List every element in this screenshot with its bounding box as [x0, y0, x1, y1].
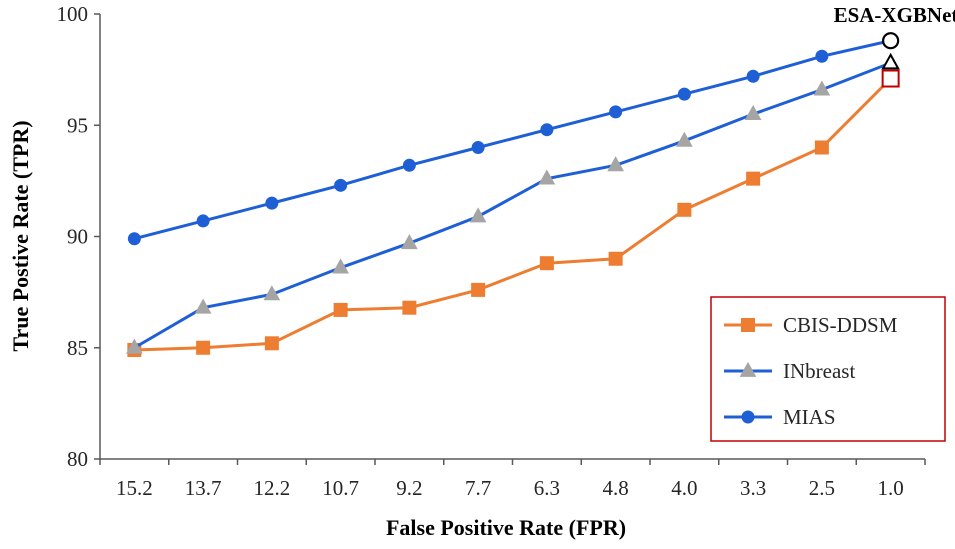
legend-marker-cbis-ddsm — [741, 318, 755, 332]
point-cbis-ddsm — [608, 251, 623, 266]
point-inbreast — [744, 104, 762, 121]
point-inbreast — [813, 80, 831, 96]
point-inbreast — [332, 258, 349, 274]
y-tick-label: 80 — [67, 447, 88, 471]
series-line-mias — [133, 39, 891, 241]
legend-marker-mias — [741, 410, 755, 424]
point-cbis-ddsm — [402, 300, 417, 315]
point-cbis-ddsm — [264, 336, 279, 351]
point-inbreast — [881, 52, 900, 70]
x-tick-label: 1.0 — [878, 476, 904, 500]
point-inbreast — [126, 338, 143, 354]
x-tick-label: 3.3 — [740, 476, 766, 500]
series-layer — [126, 32, 900, 357]
annotation-label: ESA-XGBNet — [834, 3, 955, 27]
point-mias — [196, 214, 210, 228]
point-mias — [746, 69, 760, 83]
x-tick-label: 12.2 — [254, 476, 291, 500]
legend-label-mias: MIAS — [783, 405, 836, 429]
point-cbis-ddsm — [677, 202, 692, 217]
series-mias — [127, 32, 900, 246]
point-mias — [815, 49, 829, 63]
point-inbreast — [401, 234, 418, 250]
point-mias — [334, 178, 348, 192]
x-tick-label: 10.7 — [322, 476, 359, 500]
point-inbreast — [607, 156, 624, 172]
legend-label-cbis-ddsm: CBIS-DDSM — [783, 313, 898, 337]
point-cbis-ddsm — [746, 171, 761, 186]
y-tick-label: 90 — [67, 225, 88, 249]
x-tick-label: 15.2 — [116, 476, 153, 500]
series-cbis-ddsm — [127, 69, 900, 357]
annotation-layer: ESA-XGBNet — [834, 3, 955, 27]
point-mias — [882, 32, 900, 50]
x-tick-label: 7.7 — [465, 476, 491, 500]
x-tick-label: 2.5 — [809, 476, 835, 500]
series-line-inbreast — [133, 61, 892, 350]
point-mias — [471, 141, 485, 154]
point-inbreast — [676, 131, 693, 147]
legend-marker-inbreast — [739, 361, 757, 377]
point-mias — [402, 158, 416, 172]
point-cbis-ddsm — [471, 282, 486, 297]
point-cbis-ddsm — [333, 302, 348, 317]
point-mias — [540, 123, 554, 137]
legend: CBIS-DDSM INbreast MIAS — [710, 296, 946, 442]
point-mias — [609, 105, 623, 119]
point-cbis-ddsm — [881, 69, 900, 88]
point-inbreast — [263, 285, 281, 301]
legend-label-inbreast: INbreast — [783, 359, 855, 383]
x-axis-title: False Positive Rate (FPR) — [386, 515, 626, 540]
series-inbreast — [126, 52, 900, 354]
point-mias — [127, 232, 141, 246]
x-tick-label: 6.3 — [534, 476, 560, 500]
point-cbis-ddsm — [814, 140, 829, 155]
x-tick-label: 9.2 — [396, 476, 422, 500]
y-tick-label: 100 — [57, 2, 89, 26]
x-tick-label: 4.8 — [603, 476, 629, 500]
point-inbreast — [194, 298, 212, 314]
x-tick-label: 4.0 — [671, 476, 697, 500]
axes: 80 85 90 95 100 15.2 13.7 12.2 10.7 9.2 7.7 6.3 4.8 4… — [57, 2, 926, 500]
point-cbis-ddsm — [539, 256, 554, 271]
y-tick-label: 95 — [67, 113, 88, 137]
point-mias — [265, 196, 279, 210]
series-line-cbis-ddsm — [134, 77, 892, 352]
x-tick-label: 13.7 — [185, 476, 222, 500]
y-axis-title: True Postive Rate (TPR) — [8, 120, 33, 351]
point-inbreast — [469, 207, 487, 223]
point-cbis-ddsm — [196, 340, 211, 355]
point-inbreast — [538, 169, 556, 185]
point-mias — [677, 87, 691, 101]
y-tick-label: 85 — [67, 336, 88, 360]
